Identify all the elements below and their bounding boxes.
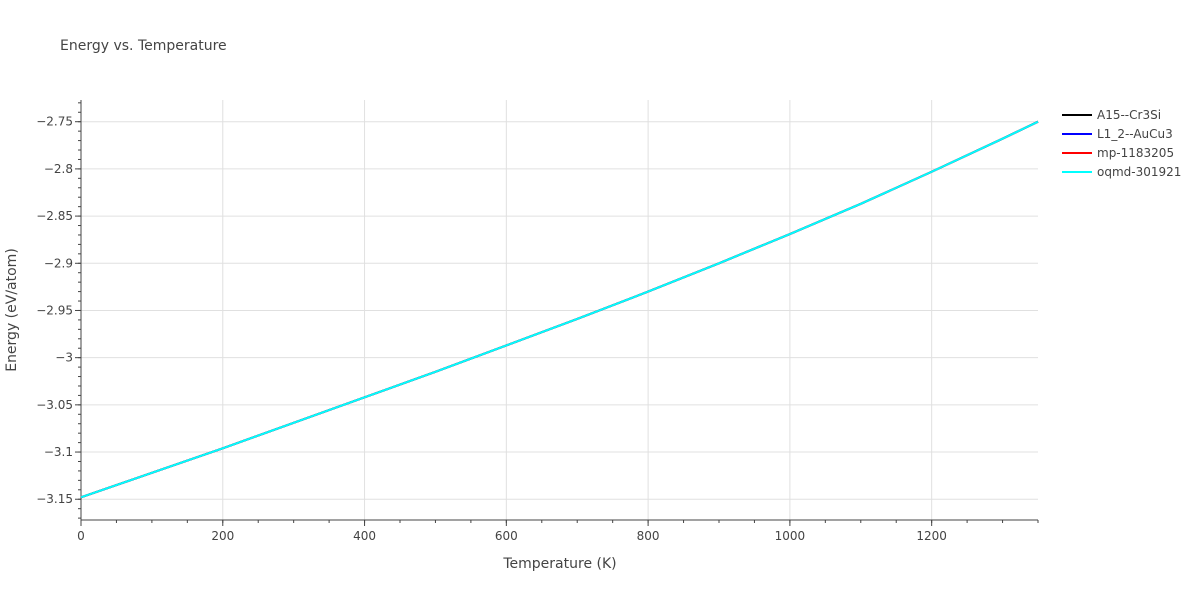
y-tick-label: −2.75	[36, 115, 73, 129]
series-line-3	[80, 120, 1039, 499]
y-tick-label: −2.85	[36, 209, 73, 223]
legend-item[interactable]: oqmd-301921	[1062, 165, 1181, 179]
legend-label: A15--Cr3Si	[1097, 108, 1161, 122]
legend-label: oqmd-301921	[1097, 165, 1181, 179]
legend-item[interactable]: mp-1183205	[1062, 146, 1174, 160]
x-tick-label: 200	[211, 529, 234, 543]
x-tick-label: 400	[353, 529, 376, 543]
y-tick-label: −2.9	[44, 256, 73, 270]
grid-lines	[80, 100, 1038, 520]
y-tick-label: −2.95	[36, 303, 73, 317]
series-line-2	[80, 120, 1039, 499]
series-line-1	[80, 120, 1039, 499]
y-axis-title: Energy (eV/atom)	[4, 248, 20, 372]
legend-item[interactable]: A15--Cr3Si	[1062, 108, 1161, 122]
x-tick-label: 1000	[775, 529, 806, 543]
x-tick-label: 1200	[916, 529, 947, 543]
y-tick-label: −3.1	[44, 445, 73, 459]
legend-item[interactable]: L1_2--AuCu3	[1062, 127, 1173, 141]
x-tick-label: 800	[637, 529, 660, 543]
legend-label: mp-1183205	[1097, 146, 1174, 160]
x-axis-title: Temperature (K)	[502, 556, 616, 572]
y-tick-label: −2.8	[44, 162, 73, 176]
x-tick-label: 0	[77, 529, 85, 543]
axes	[75, 100, 1039, 526]
x-tick-label: 600	[495, 529, 518, 543]
tick-labels: −3.15 −3.1 −3.05 −3 −2.95 −2.9 −2.85 −2.8 −2.75 0…	[36, 115, 947, 543]
series-lines	[80, 120, 1039, 499]
y-tick-label: −3	[55, 351, 73, 365]
series-line-4	[80, 120, 1039, 499]
y-tick-label: −3.05	[36, 398, 73, 412]
y-tick-label: −3.15	[36, 492, 73, 506]
legend[interactable]: A15--Cr3Si L1_2--AuCu3 mp-1183205 oqmd-3019…	[1062, 108, 1181, 179]
chart-title: Energy vs. Temperature	[60, 38, 227, 54]
legend-label: L1_2--AuCu3	[1097, 127, 1173, 141]
